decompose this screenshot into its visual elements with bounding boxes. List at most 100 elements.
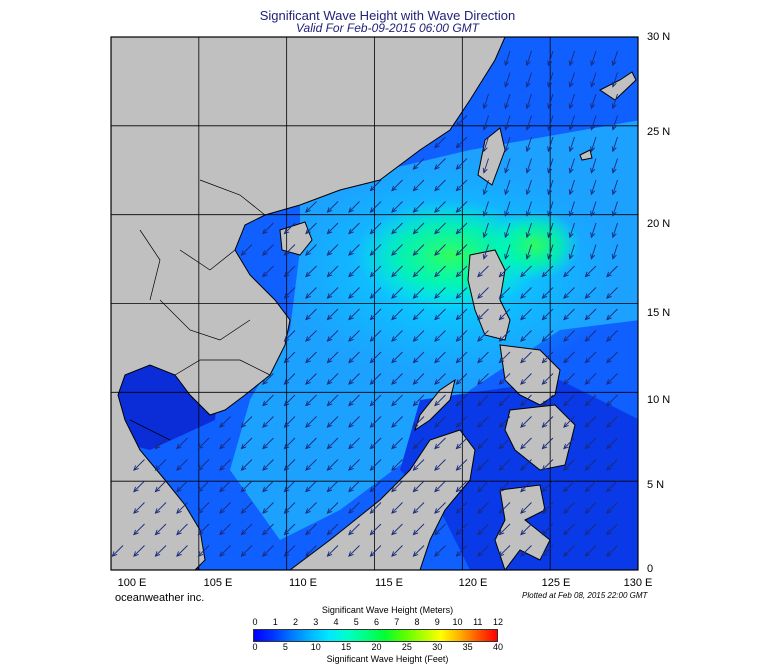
wave-direction-arrow [590, 93, 597, 110]
wave-direction-arrow [197, 459, 210, 471]
wave-direction-arrow [611, 115, 618, 131]
wave-direction-arrow [369, 502, 382, 514]
calm-sulu-celebes [400, 380, 638, 570]
wave-direction-arrow [434, 480, 446, 493]
wave-direction-arrow [584, 437, 597, 450]
wave-direction-arrow [391, 308, 403, 321]
wave-direction-arrow [606, 523, 618, 536]
wave-direction-arrow [391, 179, 403, 192]
wave-direction-arrow [455, 287, 468, 299]
wave-direction-arrow [547, 93, 554, 110]
wave-direction-arrow [520, 287, 532, 299]
wave-direction-arrow [541, 308, 554, 321]
wave-direction-arrow [348, 480, 360, 493]
wave-direction-arrow [611, 50, 618, 67]
wave-direction-arrow [283, 480, 296, 493]
wave-direction-arrow [498, 437, 511, 450]
wave-direction-arrow [563, 502, 575, 514]
wave-direction-arrow [455, 222, 468, 235]
wave-direction-arrow [611, 222, 618, 239]
wave-direction-arrow [348, 244, 360, 256]
wave-direction-arrow [525, 244, 532, 260]
colorbar-meters-tick: 2 [292, 617, 299, 627]
wave-direction-arrow [434, 373, 446, 385]
wave-direction-arrow [133, 480, 145, 493]
wave-direction-arrow [606, 351, 618, 364]
wave-direction-arrow [541, 416, 554, 428]
wave-direction-arrow [326, 351, 339, 364]
wave-direction-arrow [504, 222, 511, 239]
wave-direction-arrow [240, 545, 253, 557]
wave-direction-arrow [326, 244, 339, 256]
wave-direction-arrow [283, 222, 296, 235]
wave-direction-arrow [568, 136, 575, 153]
wave-direction-arrow [455, 480, 468, 493]
wave-direction-arrow [455, 244, 468, 256]
wave-direction-arrow [477, 502, 489, 514]
wave-direction-arrow [219, 480, 231, 493]
wave-direction-arrow [197, 545, 210, 557]
wave-direction-arrow [541, 437, 554, 450]
wave-direction-arrow [391, 373, 403, 385]
wave-direction-arrow [568, 179, 575, 196]
wave-direction-arrow [348, 308, 360, 321]
wave-direction-arrow [498, 308, 511, 321]
wave-direction-arrow [434, 244, 446, 256]
wave-direction-arrow [455, 136, 468, 149]
map-title: Significant Wave Height with Wave Direct… [259, 8, 516, 23]
wave-direction-arrow [584, 308, 597, 321]
wave-direction-arrow [525, 136, 532, 153]
wave-direction-arrow [606, 308, 618, 321]
wave-direction-arrow [520, 416, 532, 428]
wave-direction-arrow [455, 351, 468, 364]
wave-direction-arrow [434, 416, 446, 428]
wave-direction-arrow [477, 330, 489, 342]
wave-direction-arrow [369, 394, 382, 407]
wave-direction-arrow [611, 72, 618, 88]
lat-label-5n: 5 N [647, 479, 665, 491]
wave-direction-arrow [434, 201, 446, 213]
wave-direction-arrow [455, 394, 468, 407]
wave-direction-arrow [326, 416, 339, 428]
wave-direction-arrow [305, 201, 317, 213]
wave-direction-arrow [154, 480, 167, 493]
colorbar-meters-tick: 3 [313, 617, 319, 627]
wave-direction-arrow [369, 330, 382, 342]
wave-direction-arrow [369, 373, 382, 385]
wave-direction-arrow [412, 545, 425, 557]
wave-direction-arrow [584, 351, 597, 364]
wave-direction-arrow [568, 50, 575, 67]
wave-direction-arrow [240, 244, 253, 256]
wave-direction-arrow [412, 437, 425, 450]
wave-direction-arrow [219, 459, 231, 471]
map-frame [110, 36, 639, 571]
wave-direction-arrow [326, 459, 339, 471]
wave-direction-arrow [477, 287, 489, 299]
wave-direction-arrow [498, 502, 511, 514]
wave-direction-arrow [305, 308, 317, 321]
wave-direction-arrow [412, 480, 425, 493]
wave-direction-arrow [568, 222, 575, 239]
wave-direction-arrow [563, 330, 575, 342]
wave-direction-arrow [547, 50, 554, 67]
wave-direction-arrow [482, 136, 489, 153]
wave-direction-arrow [369, 222, 382, 235]
wave-direction-arrow [477, 394, 489, 407]
wave-direction-arrow [541, 459, 554, 471]
wave-direction-arrow [283, 373, 296, 385]
wave-direction-arrow [541, 480, 554, 493]
wave-direction-arrow [547, 179, 554, 196]
wave-direction-arrow [606, 265, 618, 278]
wave-direction-arrow [434, 179, 446, 192]
wave-direction-arrow [348, 459, 360, 471]
wave-direction-arrow [606, 287, 618, 299]
wave-direction-arrow [541, 545, 554, 557]
wave-direction-arrow [348, 373, 360, 385]
colorbar-feet-tick: 15 [341, 642, 352, 652]
wave-direction-arrow [611, 201, 618, 217]
wave-direction-arrow [391, 351, 403, 364]
wave-direction-arrow [590, 179, 597, 196]
wave-direction-arrow [606, 330, 618, 342]
wave-direction-arrow [498, 287, 511, 299]
